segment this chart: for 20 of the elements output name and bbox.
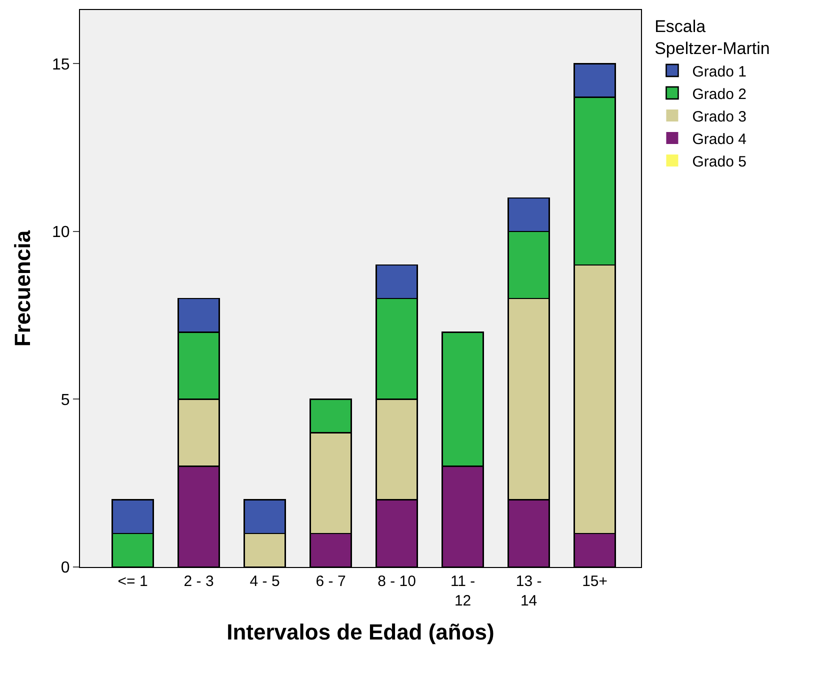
x-tick-label: 2 - 3 [184,573,214,590]
y-tick-label: 10 [52,224,70,242]
y-tick-label: 5 [60,392,70,409]
x-tick-label: 13 - 14 [516,573,542,610]
y-tick-label: 0 [60,560,70,577]
legend-label: Grado 4 [692,130,746,148]
legend-label: Grado 3 [692,108,746,126]
y-tick-label: 15 [52,56,70,74]
x-tick-label: 6 - 7 [316,573,346,590]
legend-label: Grado 2 [692,86,746,103]
x-tick-label: 11 - 12 [450,573,476,610]
x-tick-label: 15+ [582,573,608,590]
y-axis-title: Frecuencia [10,230,35,347]
legend-title: Escala Speltzer-Martin [654,17,770,58]
x-tick-label: 4 - 5 [250,573,280,590]
x-tick-label: <= 1 [118,573,148,590]
legend-label: Grado 1 [692,63,746,80]
x-axis-title: Intervalos de Edad (años) [226,619,494,644]
legend-label: Grado 5 [692,153,746,170]
x-tick-label: 8 - 10 [378,573,416,590]
